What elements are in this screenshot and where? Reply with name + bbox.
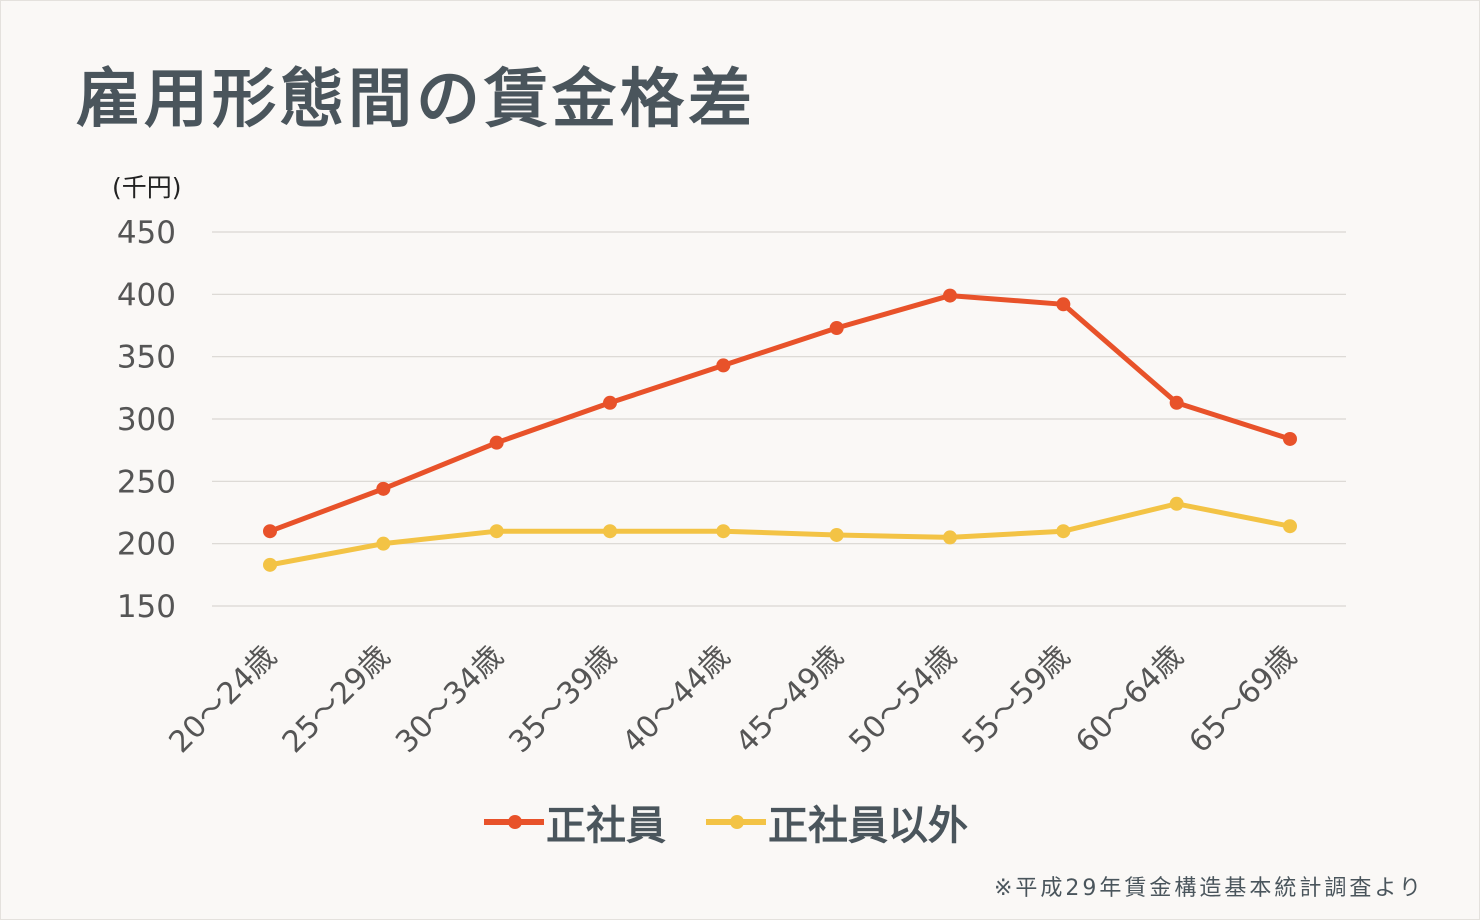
data-point-s0-1	[376, 481, 391, 496]
data-point-s1-0	[263, 557, 277, 572]
series-points	[263, 288, 1297, 572]
data-point-s0-9	[1283, 431, 1297, 446]
y-tick-label-150: 150	[117, 589, 176, 625]
x-tick-label-3: 35～39歳	[502, 639, 623, 760]
y-tick-label-300: 300	[117, 402, 176, 438]
data-point-s1-9	[1283, 519, 1297, 534]
data-point-s0-2	[489, 435, 504, 450]
series-line-1	[267, 501, 1293, 568]
x-tick-label-4: 40～44歳	[616, 639, 737, 760]
data-point-s1-2	[489, 524, 504, 539]
legend-label-seishain-igai: 正社員以外	[768, 803, 968, 849]
y-tick-label-350: 350	[117, 340, 176, 376]
data-point-s1-3	[603, 524, 617, 539]
x-tick-label-1: 25～29歳	[276, 639, 397, 760]
x-tick-label-8: 60～64歳	[1069, 639, 1190, 760]
data-point-s1-6	[943, 530, 957, 545]
y-tick-labels: 150 200 250 300 350 400 450	[117, 215, 176, 625]
x-tick-label-5: 45～49歳	[729, 639, 850, 760]
x-tick-label-0: 20～24歳	[162, 639, 283, 760]
legend-label-seishain: 正社員	[546, 803, 666, 849]
y-tick-label-450: 450	[117, 215, 176, 251]
y-tick-label-400: 400	[117, 277, 176, 313]
legend-swatch-seishain	[484, 815, 544, 829]
y-tick-label-200: 200	[117, 527, 176, 563]
x-tick-label-6: 50～54歳	[842, 639, 963, 760]
x-tick-label-7: 55～59歳	[956, 639, 1077, 760]
x-tick-labels: 20～24歳25～29歳30～34歳35～39歳40～44歳45～49歳50～5…	[162, 639, 1303, 760]
legend-swatch-seishain-igai	[706, 815, 766, 829]
legend-item-seishain: 正社員	[484, 793, 666, 851]
data-point-s1-8	[1169, 496, 1184, 511]
series-lines	[267, 293, 1293, 568]
y-tick-label-250: 250	[117, 464, 176, 500]
data-point-s1-7	[1056, 524, 1071, 539]
data-point-s1-5	[829, 527, 844, 542]
legend-item-seishain-igai: 正社員以外	[706, 793, 968, 851]
data-point-s0-8	[1169, 395, 1184, 410]
x-tick-label-2: 30～34歳	[389, 639, 510, 760]
legend: 正社員 正社員以外	[484, 792, 1008, 852]
data-point-s0-0	[263, 524, 277, 539]
data-point-s1-4	[716, 524, 731, 539]
series-line-0	[267, 293, 1293, 534]
x-tick-label-9: 65～69歳	[1182, 639, 1303, 760]
data-point-s1-1	[376, 536, 391, 551]
data-point-s0-4	[716, 358, 731, 373]
source-note: ※平成29年賃金構造基本統計調査より	[994, 876, 1424, 901]
y-axis-unit-label: (千円)	[112, 173, 182, 202]
data-point-s0-6	[943, 288, 957, 303]
data-point-s0-7	[1056, 297, 1071, 312]
data-point-s0-5	[829, 320, 844, 335]
data-point-s0-3	[603, 395, 617, 410]
page-title: 雇用形態間の賃金格差	[76, 63, 756, 137]
